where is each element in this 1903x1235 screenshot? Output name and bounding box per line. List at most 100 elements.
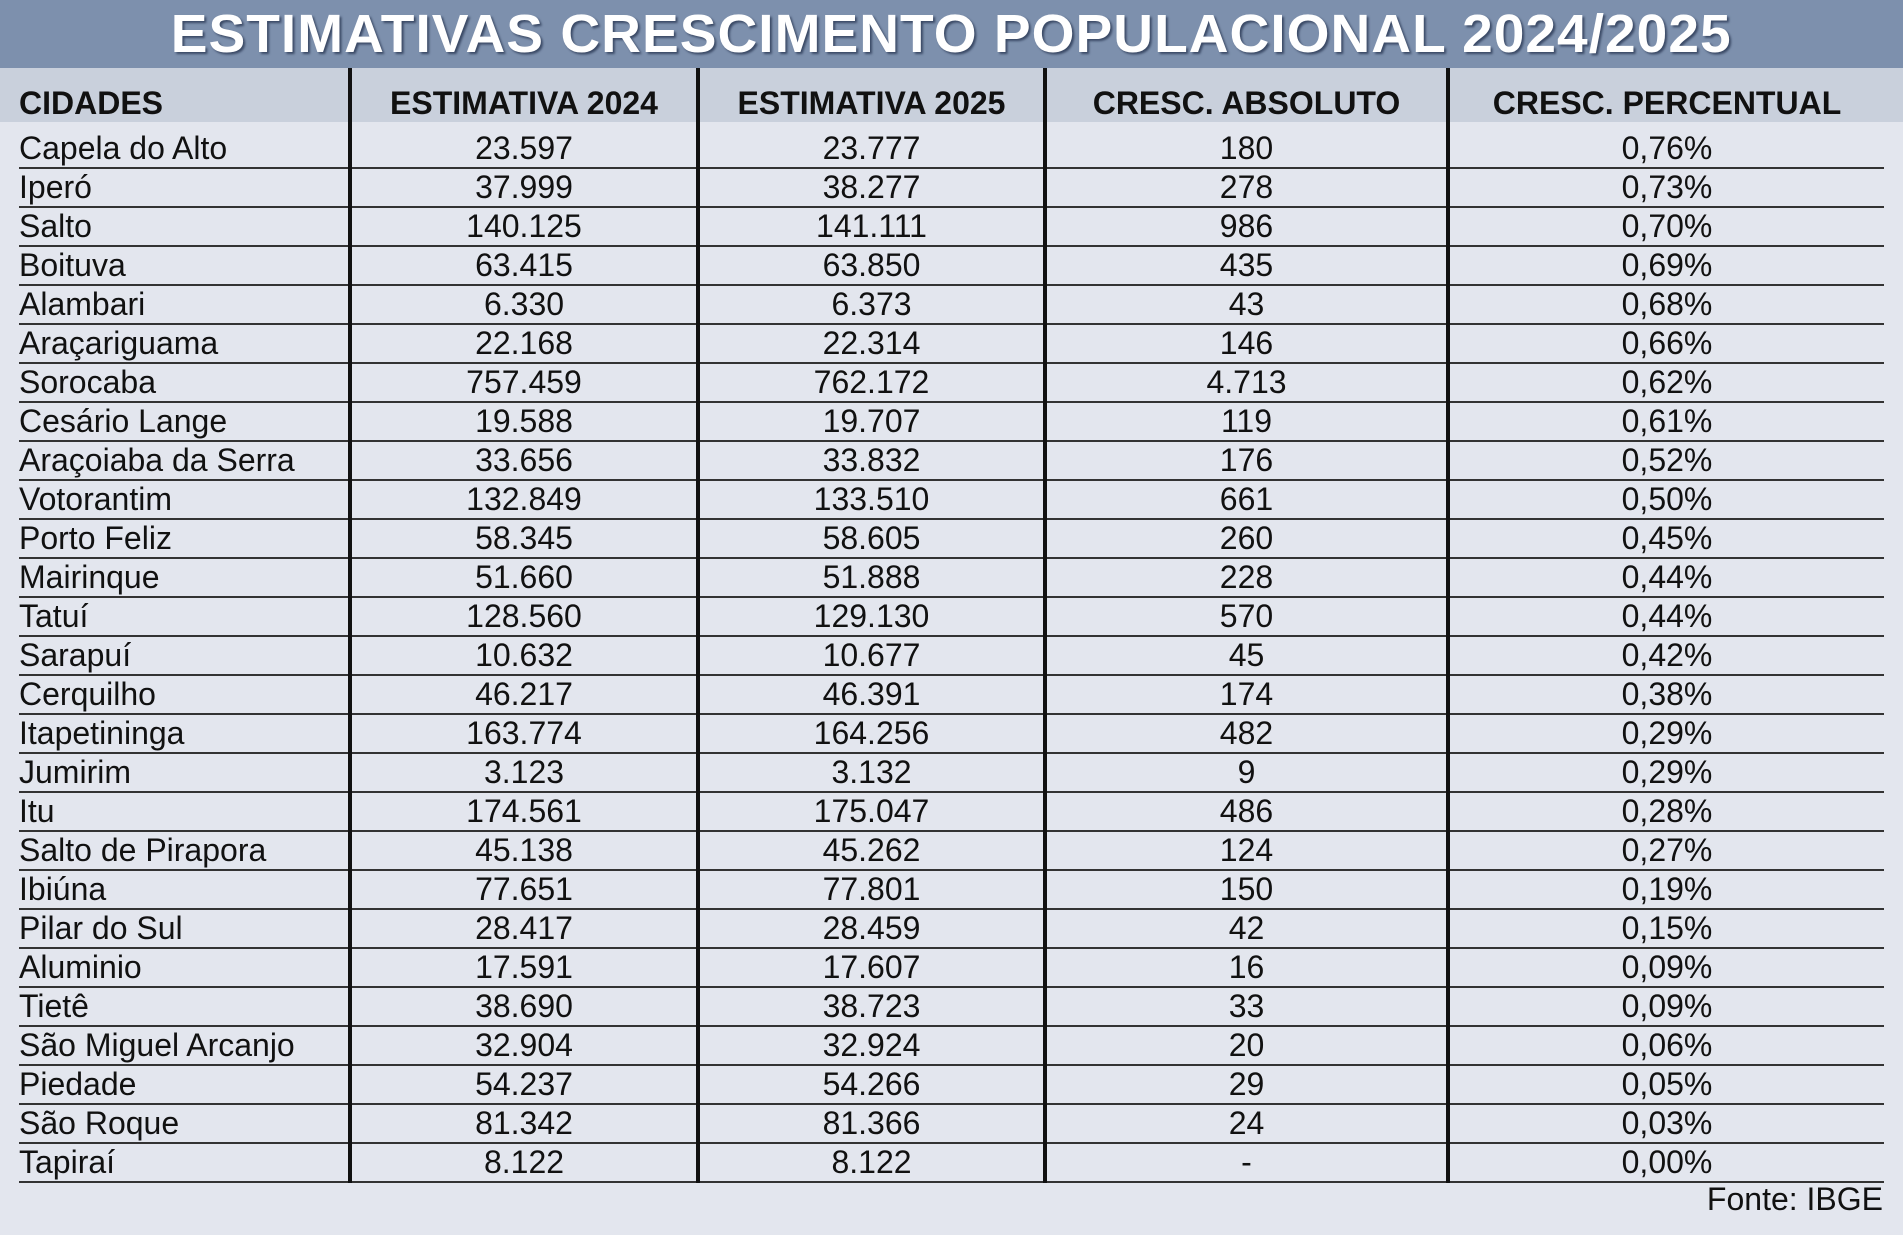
cell-city: Iperó <box>19 168 350 208</box>
cell-estimate-2025: 81.366 <box>696 1104 1045 1144</box>
cell-estimate-2024: 28.417 <box>348 909 698 949</box>
cell-percent-growth: 0,05% <box>1446 1065 1884 1105</box>
cell-percent-growth: 0,00% <box>1446 1143 1884 1183</box>
cell-estimate-2025: 175.047 <box>696 792 1045 832</box>
cell-estimate-2025: 33.832 <box>696 441 1045 481</box>
cell-estimate-2024: 77.651 <box>348 870 698 910</box>
cell-estimate-2025: 133.510 <box>696 480 1045 520</box>
table-row: Tietê 38.690 38.723 33 0,09% <box>19 987 1884 1027</box>
cell-absolute-growth: 486 <box>1043 792 1448 832</box>
cell-estimate-2025: 10.677 <box>696 636 1045 676</box>
cell-absolute-growth: 986 <box>1043 207 1448 247</box>
cell-percent-growth: 0,45% <box>1446 519 1884 559</box>
table-row: Cerquilho 46.217 46.391 174 0,38% <box>19 675 1884 715</box>
cell-city: Porto Feliz <box>19 519 350 559</box>
cell-percent-growth: 0,15% <box>1446 909 1884 949</box>
table-row: Votorantim 132.849 133.510 661 0,50% <box>19 480 1884 520</box>
cell-absolute-growth: 45 <box>1043 636 1448 676</box>
cell-absolute-growth: 146 <box>1043 324 1448 364</box>
table-row: Piedade 54.237 54.266 29 0,05% <box>19 1065 1884 1105</box>
cell-estimate-2024: 46.217 <box>348 675 698 715</box>
cell-city: Boituva <box>19 246 350 286</box>
cell-absolute-growth: 119 <box>1043 402 1448 442</box>
cell-estimate-2025: 6.373 <box>696 285 1045 325</box>
cell-absolute-growth: 435 <box>1043 246 1448 286</box>
table-row: Boituva 63.415 63.850 435 0,69% <box>19 246 1884 286</box>
cell-estimate-2024: 8.122 <box>348 1143 698 1183</box>
table-row: Araçoiaba da Serra 33.656 33.832 176 0,52% <box>19 441 1884 481</box>
cell-absolute-growth: 228 <box>1043 558 1448 598</box>
cell-absolute-growth: 150 <box>1043 870 1448 910</box>
table-row: Itapetininga 163.774 164.256 482 0,29% <box>19 714 1884 754</box>
cell-percent-growth: 0,52% <box>1446 441 1884 481</box>
cell-estimate-2025: 54.266 <box>696 1065 1045 1105</box>
cell-estimate-2024: 38.690 <box>348 987 698 1027</box>
cell-percent-growth: 0,61% <box>1446 402 1884 442</box>
cell-city: Salto <box>19 207 350 247</box>
cell-absolute-growth: 43 <box>1043 285 1448 325</box>
cell-percent-growth: 0,09% <box>1446 987 1884 1027</box>
cell-estimate-2025: 63.850 <box>696 246 1045 286</box>
cell-estimate-2024: 3.123 <box>348 753 698 793</box>
cell-estimate-2025: 32.924 <box>696 1026 1045 1066</box>
cell-estimate-2024: 22.168 <box>348 324 698 364</box>
table-row: Cesário Lange 19.588 19.707 119 0,61% <box>19 402 1884 442</box>
cell-percent-growth: 0,29% <box>1446 753 1884 793</box>
source-note: Fonte: IBGE <box>1706 1181 1883 1217</box>
cell-estimate-2024: 51.660 <box>348 558 698 598</box>
cell-city: Cesário Lange <box>19 402 350 442</box>
table-row: Araçariguama 22.168 22.314 146 0,66% <box>19 324 1884 364</box>
cell-estimate-2025: 58.605 <box>696 519 1045 559</box>
cell-estimate-2025: 17.607 <box>696 948 1045 988</box>
cell-estimate-2024: 81.342 <box>348 1104 698 1144</box>
cell-estimate-2025: 3.132 <box>696 753 1045 793</box>
cell-city: Araçoiaba da Serra <box>19 441 350 481</box>
cell-city: Tapiraí <box>19 1143 350 1183</box>
cell-percent-growth: 0,09% <box>1446 948 1884 988</box>
cell-absolute-growth: 24 <box>1043 1104 1448 1144</box>
cell-absolute-growth: 16 <box>1043 948 1448 988</box>
cell-city: Tatuí <box>19 597 350 637</box>
cell-absolute-growth: 4.713 <box>1043 363 1448 403</box>
cell-percent-growth: 0,62% <box>1446 363 1884 403</box>
table-row: Tapiraí 8.122 8.122-0,00% <box>19 1143 1884 1183</box>
cell-percent-growth: 0,69% <box>1446 246 1884 286</box>
cell-absolute-growth: 42 <box>1043 909 1448 949</box>
column-header-estimate-2024: ESTIMATIVA 2024 <box>348 68 698 130</box>
cell-city: Sarapuí <box>19 636 350 676</box>
cell-estimate-2025: 762.172 <box>696 363 1045 403</box>
cell-percent-growth: 0,19% <box>1446 870 1884 910</box>
cell-estimate-2024: 37.999 <box>348 168 698 208</box>
population-table: CIDADES ESTIMATIVA 2024 ESTIMATIVA 2025 CRE… <box>19 68 1884 1183</box>
cell-percent-growth: 0,68% <box>1446 285 1884 325</box>
cell-absolute-growth: 661 <box>1043 480 1448 520</box>
cell-estimate-2024: 33.656 <box>348 441 698 481</box>
cell-absolute-growth: 9 <box>1043 753 1448 793</box>
cell-percent-growth: 0,70% <box>1446 207 1884 247</box>
cell-percent-growth: 0,73% <box>1446 168 1884 208</box>
cell-absolute-growth: 20 <box>1043 1026 1448 1066</box>
header-row: CIDADES ESTIMATIVA 2024 ESTIMATIVA 2025 CRE… <box>19 68 1884 130</box>
cell-percent-growth: 0,66% <box>1446 324 1884 364</box>
cell-estimate-2025: 23.777 <box>696 130 1045 169</box>
cell-estimate-2025: 46.391 <box>696 675 1045 715</box>
column-header-estimate-2025: ESTIMATIVA 2025 <box>696 68 1045 130</box>
cell-estimate-2025: 77.801 <box>696 870 1045 910</box>
table-row: Iperó 37.999 38.277 278 0,73% <box>19 168 1884 208</box>
cell-estimate-2024: 19.588 <box>348 402 698 442</box>
cell-city: São Roque <box>19 1104 350 1144</box>
cell-percent-growth: 0,28% <box>1446 792 1884 832</box>
cell-city: Itapetininga <box>19 714 350 754</box>
cell-city: Jumirim <box>19 753 350 793</box>
cell-estimate-2025: 164.256 <box>696 714 1045 754</box>
cell-estimate-2024: 6.330 <box>348 285 698 325</box>
cell-percent-growth: 0,03% <box>1446 1104 1884 1144</box>
cell-estimate-2025: 38.277 <box>696 168 1045 208</box>
cell-estimate-2024: 54.237 <box>348 1065 698 1105</box>
cell-estimate-2024: 32.904 <box>348 1026 698 1066</box>
table-row: Pilar do Sul 28.417 28.459 42 0,15% <box>19 909 1884 949</box>
table-row: São Roque 81.342 81.366 24 0,03% <box>19 1104 1884 1144</box>
cell-absolute-growth: 260 <box>1043 519 1448 559</box>
cell-estimate-2025: 19.707 <box>696 402 1045 442</box>
cell-percent-growth: 0,76% <box>1446 130 1884 169</box>
